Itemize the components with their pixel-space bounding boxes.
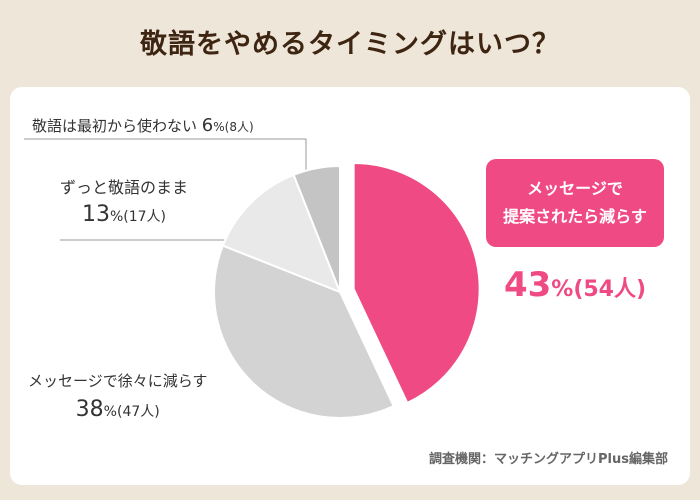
slice-label-2-name: ずっと敬語のまま	[60, 178, 189, 197]
pie-chart	[24, 138, 481, 419]
pie-slice-3	[292, 164, 341, 293]
slice-label-0: 43%(54人)	[486, 265, 664, 305]
pie-slice-0	[352, 161, 481, 405]
slice-label-3-count: (8人)	[224, 120, 254, 134]
slice-label-1-name: メッセージで徐々に減らす	[28, 372, 208, 390]
pie-slice-2	[221, 173, 342, 294]
chart-card: 敬語は最初から使わない 6%(8人) ずっと敬語のまま 13%(17人) メッセ…	[10, 87, 690, 485]
slice-label-2-value: 13	[81, 202, 110, 227]
slice-label-2-count: (17人)	[123, 209, 167, 225]
chart-title: 敬語をやめるタイミングはいつ？	[140, 29, 560, 60]
slice-label-2: ずっと敬語のまま 13%(17人)	[60, 174, 188, 227]
leader-line-slice-3	[24, 138, 307, 183]
slice-label-2-unit: %	[109, 209, 124, 225]
slice-label-0-unit: %	[551, 277, 574, 302]
slice-label-3-unit: %	[213, 120, 225, 134]
slice-label-3: 敬語は最初から使わない 6%(8人)	[32, 115, 254, 136]
callout-line-2: 提案されたら減らす	[503, 207, 647, 226]
leader-lines	[24, 138, 307, 241]
slice-label-1: メッセージで徐々に減らす 38%(47人)	[28, 370, 207, 422]
slice-label-1-value: 38	[75, 397, 104, 422]
pie-slice-1	[213, 244, 395, 419]
pie-slices	[213, 161, 481, 419]
slice-label-3-name: 敬語は最初から使わない	[32, 117, 198, 135]
slice-label-0-value: 43	[503, 265, 552, 305]
slice-label-1-unit: %	[103, 404, 117, 420]
slice-label-0-count: (54人)	[573, 277, 647, 302]
highlight-callout: メッセージで 提案されたら減らす	[486, 159, 664, 247]
slice-label-1-count: (47人)	[116, 404, 160, 420]
source-note: 調査機関：マッチングアプリPlus編集部	[429, 452, 668, 467]
callout-line-1: メッセージで	[527, 179, 623, 198]
slice-label-3-value: 6	[201, 115, 214, 136]
